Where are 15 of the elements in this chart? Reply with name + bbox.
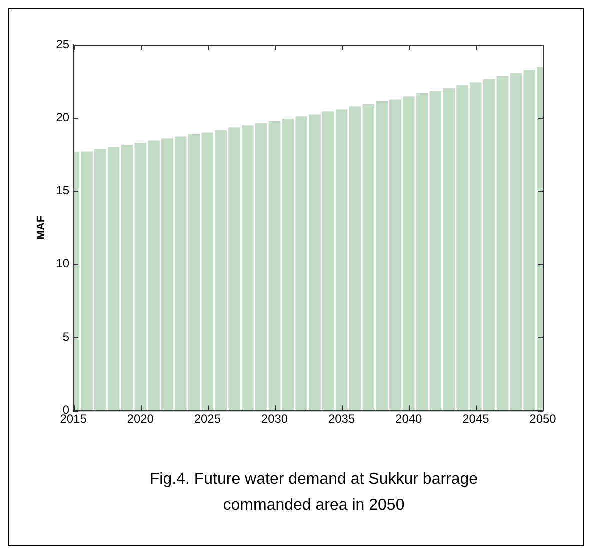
y-tick-label: 10 [56, 256, 70, 271]
x-tick-label: 2030 [261, 412, 288, 426]
bar [268, 121, 281, 411]
x-tick-label: 2040 [396, 412, 423, 426]
caption: Fig.4. Future water demand at Sukkur barrage commanded area in 2050 [149, 470, 479, 516]
x-tick-label: 2025 [194, 412, 222, 426]
y-tick-label: 20 [56, 110, 70, 124]
x-tick-label: 2035 [328, 412, 356, 426]
x-tick-label: 2045 [462, 412, 490, 426]
x-tick-label: 2050 [530, 412, 557, 426]
y-axis-title: MAF [36, 216, 48, 240]
x-tick-label: 2020 [127, 412, 154, 426]
y-tick-label: 25 [56, 37, 70, 52]
y-tick-label: 15 [56, 184, 70, 198]
y-tick-label: 5 [62, 330, 70, 344]
